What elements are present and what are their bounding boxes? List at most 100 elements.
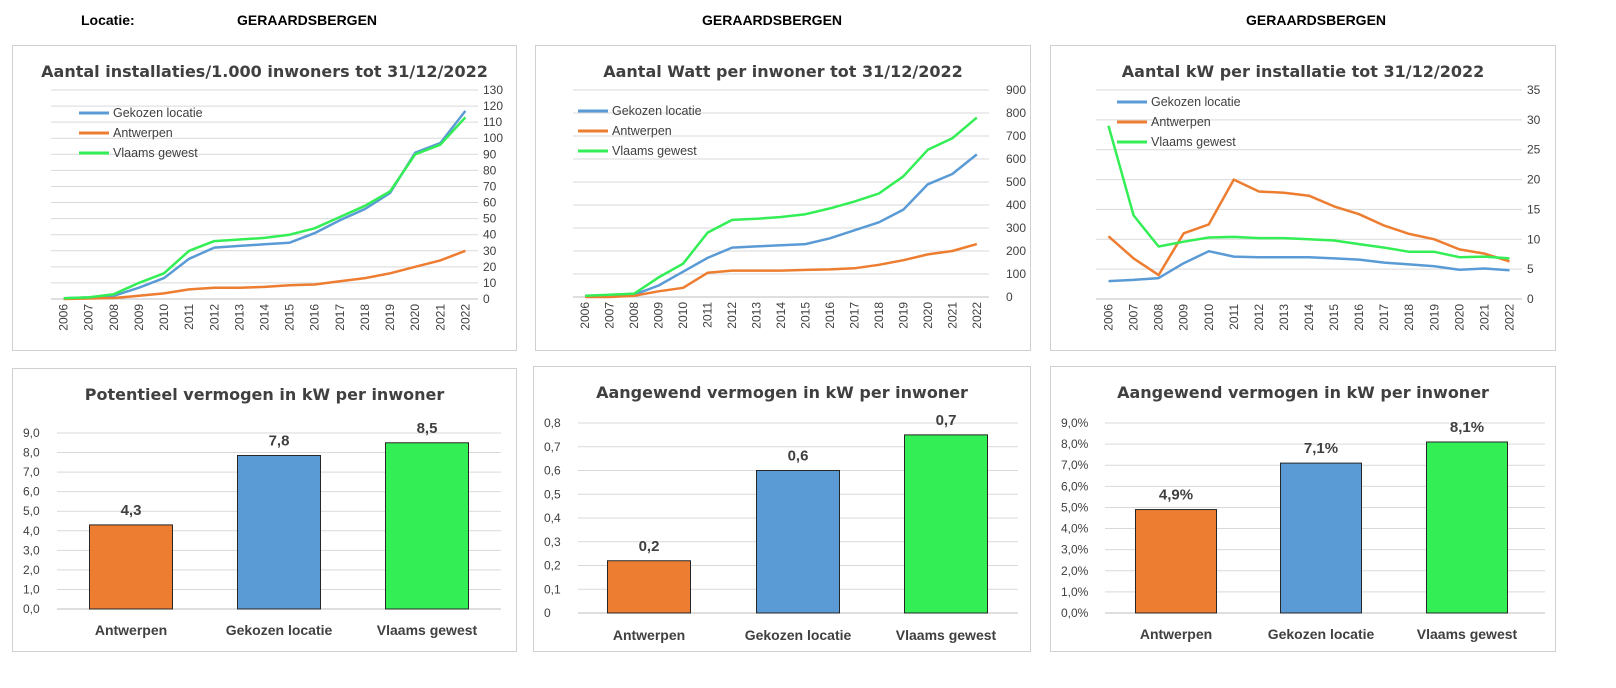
x-tick-label: 2013 bbox=[1277, 304, 1291, 331]
y-tick-label: 50 bbox=[483, 212, 497, 226]
x-tick-label: 2015 bbox=[283, 304, 297, 331]
category-label: Gekozen locatie bbox=[745, 627, 852, 643]
x-tick-label: 2018 bbox=[1402, 304, 1416, 331]
bar-vlaams-gewest bbox=[1426, 441, 1508, 614]
x-tick-label: 2014 bbox=[1302, 304, 1316, 331]
y-tick-label: 90 bbox=[483, 147, 497, 161]
y-tick-label: 0,0 bbox=[23, 602, 40, 616]
data-label: 0,6 bbox=[788, 448, 809, 465]
y-tick-label: 0,8 bbox=[544, 416, 561, 430]
chart-title: Aangewend vermogen in kW per inwoner bbox=[1117, 383, 1489, 402]
chart-aangewend-vermogen: Aangewend vermogen in kW per inwoner 0 0,… bbox=[533, 366, 1031, 652]
x-tick-label: 2010 bbox=[157, 304, 171, 331]
y-tick-label: 800 bbox=[1006, 106, 1026, 120]
x-tick-label: 2010 bbox=[1202, 304, 1216, 331]
series-line-antwerpen bbox=[1107, 178, 1510, 277]
y-tick-label: 40 bbox=[483, 228, 497, 242]
series-line-vlaams-gewest bbox=[63, 116, 467, 300]
y-tick-label: 5,0% bbox=[1061, 500, 1089, 514]
y-tick-label: 2,0% bbox=[1061, 564, 1089, 578]
y-tick-label: 0 bbox=[1527, 292, 1534, 306]
panel-title-3: GERAARDSBERGEN bbox=[1246, 12, 1387, 28]
x-tick-label: 2021 bbox=[945, 302, 959, 329]
y-tick-label: 200 bbox=[1006, 244, 1026, 258]
x-tick-label: 2014 bbox=[258, 304, 272, 331]
x-tick-label: 2007 bbox=[82, 304, 96, 331]
x-tick-label: 2020 bbox=[1452, 304, 1466, 331]
x-tick-label: 2017 bbox=[1377, 304, 1391, 331]
chart-kw-per-installatie: Aantal kW per installatie tot 31/12/2022… bbox=[1050, 45, 1556, 351]
y-tick-label: 80 bbox=[483, 163, 497, 177]
chart-watt-per-inwoner: Aantal Watt per inwoner tot 31/12/2022 0… bbox=[535, 45, 1031, 351]
x-tick-label: 2014 bbox=[774, 302, 788, 329]
y-tick-label: 5,0 bbox=[23, 504, 40, 518]
bar-gekozen-locatie bbox=[237, 454, 321, 610]
x-tick-label: 2016 bbox=[823, 302, 837, 329]
chart-svg: 0 10 20 30 40 50 60 70 80 90 100 110 120 130 2006 2007 2… bbox=[51, 83, 503, 331]
y-tick-label: 30 bbox=[1527, 113, 1541, 127]
y-tick-label: 15 bbox=[1527, 202, 1541, 216]
y-tick-label: 8,0% bbox=[1061, 437, 1089, 451]
y-tick-label: 5 bbox=[1527, 262, 1534, 276]
bar-antwerpen bbox=[89, 524, 173, 610]
y-tick-label: 120 bbox=[483, 99, 503, 113]
y-tick-label: 0,6 bbox=[544, 464, 561, 478]
bar-gekozen-locatie bbox=[1280, 462, 1362, 614]
legend-label: Vlaams gewest bbox=[1151, 135, 1236, 149]
y-tick-label: 0 bbox=[483, 292, 490, 306]
chart-svg: 0,0% 1,0% 2,0% 3,0% 4,0% 5,0% 6,0% 7,0% 8,0% 9,0%… bbox=[1061, 416, 1545, 642]
y-tick-label: 60 bbox=[483, 196, 497, 210]
y-tick-label: 30 bbox=[483, 244, 497, 258]
chart-potentieel-vermogen: Potentieel vermogen in kW per inwoner 0,… bbox=[12, 368, 517, 652]
x-tick-label: 2011 bbox=[1227, 304, 1241, 330]
category-label: Vlaams gewest bbox=[377, 622, 478, 638]
y-tick-label: 9,0 bbox=[23, 426, 40, 440]
x-tick-label: 2017 bbox=[847, 302, 861, 329]
x-tick-label: 2021 bbox=[1477, 304, 1491, 331]
data-label: 0,2 bbox=[639, 538, 660, 555]
data-label: 4,9% bbox=[1159, 487, 1193, 504]
y-tick-label: 0 bbox=[544, 606, 551, 620]
y-tick-label: 900 bbox=[1006, 83, 1026, 97]
y-tick-label: 0,1 bbox=[544, 582, 561, 596]
x-tick-label: 2007 bbox=[1127, 304, 1141, 331]
x-tick-label: 2020 bbox=[408, 304, 422, 331]
y-tick-label: 1,0% bbox=[1061, 585, 1089, 599]
data-label: 0,7 bbox=[936, 412, 957, 429]
category-label: Antwerpen bbox=[1140, 626, 1212, 642]
y-tick-label: 7,0 bbox=[23, 465, 40, 479]
chart-title: Aantal Watt per inwoner tot 31/12/2022 bbox=[603, 62, 963, 81]
series-line-gekozen-locatie bbox=[1108, 249, 1510, 283]
y-tick-label: 9,0% bbox=[1061, 416, 1089, 430]
y-tick-label: 4,0% bbox=[1061, 522, 1089, 536]
x-tick-label: 2012 bbox=[207, 304, 221, 331]
legend-label: Antwerpen bbox=[1151, 115, 1211, 129]
x-tick-label: 2009 bbox=[132, 304, 146, 331]
locatie-value: GERAARDSBERGEN bbox=[237, 12, 378, 28]
y-tick-label: 3,0 bbox=[23, 543, 40, 557]
y-tick-label: 8,0 bbox=[23, 446, 40, 460]
bar-antwerpen bbox=[607, 560, 691, 614]
y-tick-label: 400 bbox=[1006, 198, 1026, 212]
x-tick-label: 2017 bbox=[333, 304, 347, 331]
y-tick-label: 600 bbox=[1006, 152, 1026, 166]
chart-installaties: Aantal installaties/1.000 inwoners tot 3… bbox=[12, 45, 517, 351]
data-label: 8,1% bbox=[1450, 419, 1484, 436]
series-line-antwerpen bbox=[585, 242, 978, 299]
chart-svg: 0 0,1 0,2 0,3 0,4 0,5 0,6 0,7 0,8 0,2 Antwerpen 0,6… bbox=[544, 412, 1018, 643]
legend-label: Antwerpen bbox=[612, 124, 672, 138]
x-tick-label: 2016 bbox=[308, 304, 322, 331]
x-tick-label: 2006 bbox=[1102, 304, 1116, 331]
y-tick-label: 3,0% bbox=[1061, 543, 1089, 557]
x-tick-label: 2019 bbox=[383, 304, 397, 331]
x-tick-label: 2008 bbox=[627, 302, 641, 329]
locatie-label: Locatie: bbox=[81, 12, 135, 28]
x-tick-label: 2022 bbox=[458, 304, 472, 331]
bar-vlaams-gewest bbox=[385, 442, 469, 610]
legend-label: Gekozen locatie bbox=[612, 104, 702, 118]
y-tick-label: 100 bbox=[1006, 267, 1026, 281]
data-label: 8,5 bbox=[417, 420, 438, 437]
x-tick-label: 2022 bbox=[970, 302, 984, 329]
chart-title: Aantal installaties/1.000 inwoners tot 3… bbox=[41, 62, 488, 81]
y-tick-label: 0,3 bbox=[544, 535, 561, 549]
